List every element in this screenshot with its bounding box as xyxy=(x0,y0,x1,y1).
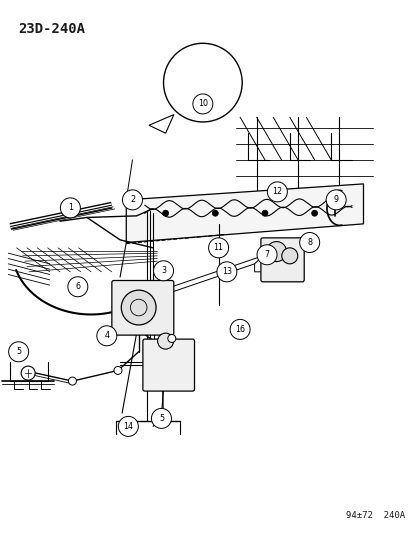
Circle shape xyxy=(122,190,142,210)
Circle shape xyxy=(192,94,212,114)
Circle shape xyxy=(68,277,88,297)
Text: 3: 3 xyxy=(161,266,166,275)
Circle shape xyxy=(230,319,249,340)
Circle shape xyxy=(121,290,156,325)
Circle shape xyxy=(97,326,116,346)
Circle shape xyxy=(167,334,176,343)
Circle shape xyxy=(266,241,286,262)
Circle shape xyxy=(212,210,218,216)
Text: 94±72  240A: 94±72 240A xyxy=(345,511,404,520)
Circle shape xyxy=(208,238,228,258)
Text: 1: 1 xyxy=(68,204,73,212)
Circle shape xyxy=(261,210,267,216)
Text: 10: 10 xyxy=(197,100,207,108)
Text: 6: 6 xyxy=(75,282,80,291)
Circle shape xyxy=(256,245,276,265)
Circle shape xyxy=(163,43,242,122)
Text: 7: 7 xyxy=(264,251,269,259)
FancyBboxPatch shape xyxy=(260,238,304,282)
Polygon shape xyxy=(149,115,173,133)
Circle shape xyxy=(299,232,319,253)
Text: 5: 5 xyxy=(159,414,164,423)
Circle shape xyxy=(114,366,122,375)
Circle shape xyxy=(162,210,168,216)
Circle shape xyxy=(153,261,173,281)
Circle shape xyxy=(151,408,171,429)
Text: 14: 14 xyxy=(123,422,133,431)
Circle shape xyxy=(9,342,28,362)
Circle shape xyxy=(60,198,80,218)
FancyBboxPatch shape xyxy=(142,339,194,391)
Text: 13: 13 xyxy=(221,268,231,276)
FancyBboxPatch shape xyxy=(112,280,173,335)
Polygon shape xyxy=(126,184,363,243)
Circle shape xyxy=(325,190,345,210)
Text: 16: 16 xyxy=(235,325,244,334)
Circle shape xyxy=(311,210,317,216)
Text: 2: 2 xyxy=(130,196,135,204)
Text: 8: 8 xyxy=(306,238,311,247)
Circle shape xyxy=(118,416,138,437)
Text: 5: 5 xyxy=(16,348,21,356)
Circle shape xyxy=(68,377,76,385)
Text: 11: 11 xyxy=(213,244,223,252)
Circle shape xyxy=(216,262,236,282)
Circle shape xyxy=(281,248,297,264)
Circle shape xyxy=(157,333,173,349)
Text: 23D-240A: 23D-240A xyxy=(18,22,85,36)
Text: 9: 9 xyxy=(333,196,338,204)
Circle shape xyxy=(267,182,287,202)
Circle shape xyxy=(21,366,35,380)
Text: 4: 4 xyxy=(104,332,109,340)
Text: 12: 12 xyxy=(272,188,282,196)
